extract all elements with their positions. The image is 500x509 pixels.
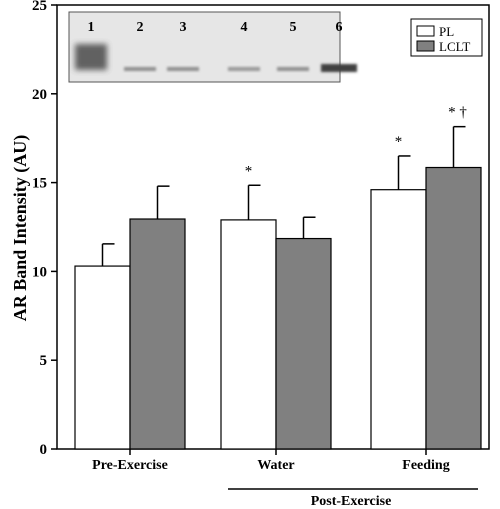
bar-lclt-0 bbox=[129, 218, 186, 450]
bar-pl-0 bbox=[74, 265, 131, 450]
y-tick-label: 25 bbox=[32, 0, 47, 14]
significance-marker: * bbox=[395, 134, 403, 150]
x-tick-label: Pre-Exercise bbox=[92, 458, 168, 473]
blot-inset bbox=[68, 11, 341, 83]
significance-marker: * † bbox=[448, 105, 467, 121]
significance-marker: * bbox=[245, 163, 253, 179]
legend-label-pl: PL bbox=[439, 24, 454, 39]
lane-label: 4 bbox=[241, 20, 248, 35]
blot-band bbox=[277, 67, 309, 71]
group-label: Post-Exercise bbox=[311, 494, 392, 509]
x-tick-label: Feeding bbox=[402, 458, 449, 473]
y-tick-label: 5 bbox=[40, 353, 48, 369]
legend-label-lclt: LCLT bbox=[439, 39, 470, 54]
lane-label: 6 bbox=[336, 20, 343, 35]
y-axis-title: AR Band Intensity (AU) bbox=[10, 135, 31, 322]
bar-pl-1 bbox=[220, 219, 277, 450]
x-tick-label: Water bbox=[257, 458, 294, 473]
lane-label: 2 bbox=[137, 20, 144, 35]
y-tick-label: 15 bbox=[32, 176, 47, 192]
blot-band bbox=[228, 67, 260, 71]
legend-swatch-pl bbox=[416, 25, 435, 37]
bar-pl-2 bbox=[370, 189, 427, 450]
lane-label: 1 bbox=[88, 20, 95, 35]
blot-band bbox=[75, 44, 107, 70]
y-tick-label: 0 bbox=[40, 442, 48, 458]
blot-band bbox=[321, 64, 357, 72]
lane-label: 5 bbox=[290, 20, 297, 35]
blot-band bbox=[124, 67, 156, 71]
lane-label: 3 bbox=[180, 20, 187, 35]
bar-lclt-2 bbox=[425, 166, 482, 450]
legend-swatch-lclt bbox=[416, 40, 435, 52]
y-tick-label: 20 bbox=[32, 87, 47, 103]
bar-lclt-1 bbox=[275, 237, 332, 450]
y-tick-label: 10 bbox=[32, 264, 47, 280]
blot-band bbox=[167, 67, 199, 71]
